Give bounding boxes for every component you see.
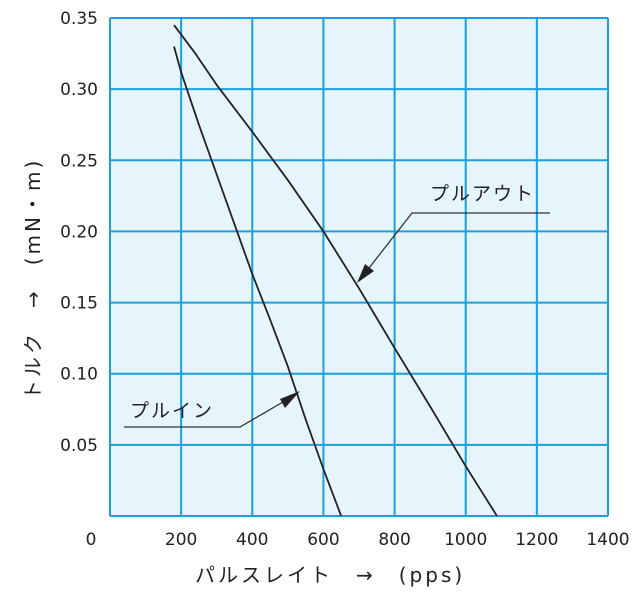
pull-out-arrowhead — [357, 264, 374, 283]
y-tick-label: 0.25 — [60, 151, 98, 171]
x-tick-label: 600 — [307, 530, 339, 550]
x-axis-label: パルスレイト → (pps) — [195, 563, 465, 587]
x-tick-labels: 0 200 400 600 800 1000 1200 1400 — [86, 530, 630, 550]
x-tick-label: 1400 — [586, 530, 629, 550]
y-tick-label: 0.30 — [60, 80, 98, 100]
pull-out-leader — [361, 212, 550, 278]
x-tick-label: 400 — [236, 530, 268, 550]
x-tick-label: 800 — [378, 530, 410, 550]
x-tick-label: 1000 — [444, 530, 487, 550]
pull-out-curve — [173, 24, 498, 517]
y-tick-labels: 0.05 0.10 0.15 0.20 0.25 0.30 0.35 — [60, 9, 98, 456]
x-tick-label: 200 — [165, 530, 197, 550]
x-tick-label: 0 — [86, 530, 97, 550]
annotations: プルアウト プルイン — [124, 183, 550, 428]
plot-background — [110, 18, 608, 516]
x-tick-label: 1200 — [515, 530, 558, 550]
pull-in-leader — [124, 394, 296, 428]
y-tick-label: 0.10 — [60, 365, 98, 385]
curves — [173, 24, 498, 517]
y-tick-label: 0.20 — [60, 222, 98, 242]
grid-lines — [109, 17, 609, 517]
y-tick-label: 0.35 — [60, 9, 98, 29]
y-axis-label: トルク → (mN・m) — [21, 158, 45, 400]
pull-in-curve — [173, 46, 343, 517]
pull-out-label: プルアウト — [430, 183, 535, 205]
y-tick-label: 0.05 — [60, 436, 98, 456]
pull-in-arrowhead — [280, 391, 300, 408]
pull-in-label: プルイン — [130, 400, 214, 422]
y-tick-label: 0.15 — [60, 294, 98, 314]
